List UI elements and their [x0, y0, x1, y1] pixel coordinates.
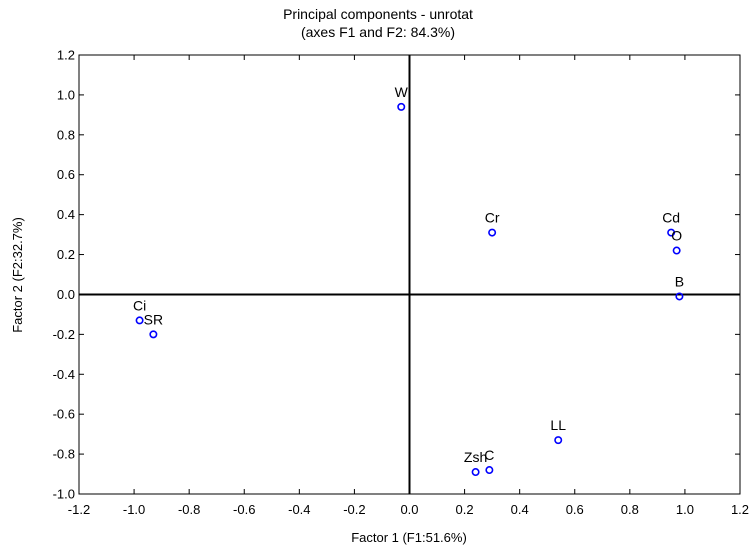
y-tick-label: 0.8 [57, 127, 75, 142]
x-tick-label: -1.2 [68, 502, 90, 517]
point-label-zsh: Zsh [464, 449, 487, 465]
y-axis-label: Factor 2 (F2:32.7%) [10, 217, 25, 333]
y-tick-label: 0.4 [57, 207, 75, 222]
x-tick-label: 0.4 [511, 502, 529, 517]
point-cr [488, 228, 497, 237]
point-label-cr: Cr [485, 210, 500, 226]
point-label-b: B [675, 273, 684, 289]
chart-subtitle: (axes F1 and F2: 84.3%) [300, 24, 456, 40]
y-tick-label: 1.0 [57, 87, 75, 102]
point-ci [135, 316, 144, 325]
point-ll [554, 436, 563, 445]
point-c [485, 466, 494, 475]
x-axis-label: Factor 1 (F1:51.6%) [351, 530, 467, 545]
y-tick-label: -0.2 [53, 327, 75, 342]
point-b [675, 292, 684, 301]
x-tick-label: 0.0 [400, 502, 418, 517]
y-tick-label: -0.4 [53, 367, 75, 382]
y-tick-label: 0.0 [57, 287, 75, 302]
y-tick-label: 0.6 [57, 167, 75, 182]
point-sr [149, 330, 158, 339]
x-tick-label: 0.2 [456, 502, 474, 517]
point-label-ll: LL [550, 417, 566, 433]
point-label-w: W [395, 84, 409, 100]
point-o [672, 246, 681, 255]
x-tick-label: -0.8 [178, 502, 200, 517]
x-tick-label: -0.4 [288, 502, 310, 517]
x-tick-label: -0.2 [343, 502, 365, 517]
x-tick-label: 0.8 [621, 502, 639, 517]
y-tick-label: -0.6 [53, 407, 75, 422]
x-tick-label: -1.0 [123, 502, 145, 517]
point-label-cd: Cd [662, 210, 680, 226]
point-zsh [471, 468, 480, 477]
point-label-o: O [671, 228, 682, 244]
point-label-ci: Ci [133, 297, 146, 313]
y-tick-label: 0.2 [57, 247, 75, 262]
point-w [397, 102, 406, 111]
x-tick-label: -0.6 [233, 502, 255, 517]
chart-title: Principal components - unrotat [283, 6, 473, 22]
y-tick-label: 1.2 [57, 48, 75, 63]
point-cd [667, 228, 676, 237]
x-tick-label: 1.2 [731, 502, 749, 517]
x-tick-label: 0.6 [566, 502, 584, 517]
y-tick-label: -1.0 [53, 487, 75, 502]
y-tick-label: -0.8 [53, 447, 75, 462]
x-tick-label: 1.0 [676, 502, 694, 517]
point-label-sr: SR [144, 311, 163, 327]
point-label-c: C [484, 447, 494, 463]
